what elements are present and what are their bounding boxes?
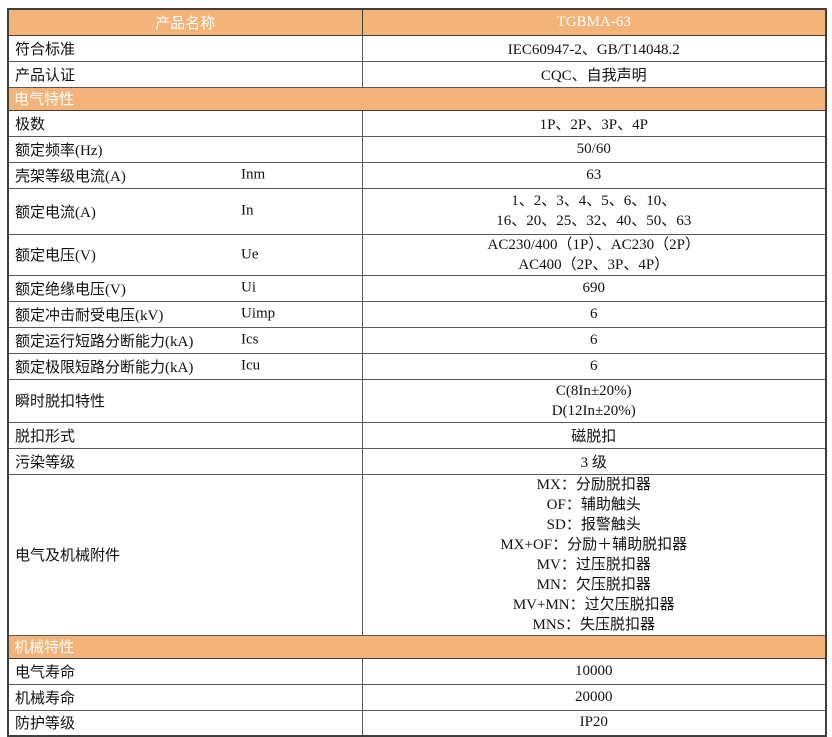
row-value: 690 xyxy=(361,274,827,302)
row-label: 污染等级 xyxy=(7,447,363,475)
row-value: 1、2、3、4、5、6、10、 16、20、25、32、40、50、63 xyxy=(361,187,827,235)
table-row-poles: 极数 1P、2P、3P、4P xyxy=(7,109,827,137)
symbol-inm: Inm xyxy=(241,166,266,183)
row-label: 脱扣形式 xyxy=(7,421,363,449)
row-value: MX：分励脱扣器 OF：辅助触头 SD：报警触头 MX+OF：分励＋辅助脱扣器 … xyxy=(361,473,827,636)
table-row-rated-voltage: 额定电压(V) Ue AC230/400（1P）、AC230（2P） AC400… xyxy=(7,233,827,276)
row-label: 瞬时脱扣特性 xyxy=(7,378,363,423)
row-value: C(8In±20%) D(12In±20%) xyxy=(361,378,827,423)
row-value: 1P、2P、3P、4P xyxy=(361,109,827,137)
table-row-trip-type: 脱扣形式 磁脱扣 xyxy=(7,421,827,449)
symbol-ue: Ue xyxy=(241,246,259,262)
section-title: 机械特性 xyxy=(7,634,827,659)
row-value: 10000 xyxy=(361,657,827,685)
row-label: 电气及机械附件 xyxy=(7,473,363,636)
section-title: 电气特性 xyxy=(7,86,827,111)
row-value: 50/60 xyxy=(361,135,827,163)
table-row-frame-current: 壳架等级电流(A) Inm 63 xyxy=(7,161,827,189)
table-row-insulation-voltage: 额定绝缘电压(V) Ui 690 xyxy=(7,274,827,302)
row-label: 额定极限短路分断能力(kA) Icu xyxy=(7,352,363,380)
row-value: 63 xyxy=(361,161,827,189)
row-label: 额定绝缘电压(V) Ui xyxy=(7,274,363,302)
row-label: 极数 xyxy=(7,109,363,137)
row-label: 产品认证 xyxy=(7,60,363,88)
row-value: CQC、自我声明 xyxy=(361,60,827,88)
row-label: 额定电压(V) Ue xyxy=(7,233,363,276)
row-label: 防护等级 xyxy=(7,709,363,737)
row-label: 电气寿命 xyxy=(7,657,363,685)
section-header-mechanical: 机械特性 xyxy=(7,634,827,659)
row-label: 额定频率(Hz) xyxy=(7,135,363,163)
row-value: 6 xyxy=(361,300,827,328)
section-header-electrical: 电气特性 xyxy=(7,86,827,111)
row-value: AC230/400（1P）、AC230（2P） AC400（2P、3P、4P） xyxy=(361,233,827,276)
row-label: 额定冲击耐受电压(kV) Uimp xyxy=(7,300,363,328)
table-row-instant-trip: 瞬时脱扣特性 C(8In±20%) D(12In±20%) xyxy=(7,378,827,423)
table-row-protection: 防护等级 IP20 xyxy=(7,709,827,737)
row-value: 20000 xyxy=(361,683,827,711)
row-label: 额定电流(A) In xyxy=(7,187,363,235)
row-value: 磁脱扣 xyxy=(361,421,827,449)
product-model-cell: TGBMA-63 xyxy=(361,8,827,36)
product-name-header-cell: 产品名称 xyxy=(7,8,363,36)
row-value: 6 xyxy=(361,326,827,354)
table-row-rated-current: 额定电流(A) In 1、2、3、4、5、6、10、 16、20、25、32、4… xyxy=(7,187,827,235)
row-value: IP20 xyxy=(361,709,827,737)
product-header-row: 产品名称 TGBMA-63 xyxy=(7,8,827,36)
row-label: 符合标准 xyxy=(7,34,363,62)
table-row-ics: 额定运行短路分断能力(kA) Ics 6 xyxy=(7,326,827,354)
row-label: 壳架等级电流(A) Inm xyxy=(7,161,363,189)
table-row-electrical-life: 电气寿命 10000 xyxy=(7,657,827,685)
table-row-frequency: 额定频率(Hz) 50/60 xyxy=(7,135,827,163)
table-row-standard: 符合标准 IEC60947-2、GB/T14048.2 xyxy=(7,34,827,62)
row-value: 6 xyxy=(361,352,827,380)
row-value: 3 级 xyxy=(361,447,827,475)
table-row-certification: 产品认证 CQC、自我声明 xyxy=(7,60,827,88)
symbol-icu: Icu xyxy=(241,357,261,374)
row-label: 额定运行短路分断能力(kA) Ics xyxy=(7,326,363,354)
table-row-pollution: 污染等级 3 级 xyxy=(7,447,827,475)
table-row-accessories: 电气及机械附件 MX：分励脱扣器 OF：辅助触头 SD：报警触头 MX+OF：分… xyxy=(7,473,827,636)
table-row-icu: 额定极限短路分断能力(kA) Icu 6 xyxy=(7,352,827,380)
table-row-mechanical-life: 机械寿命 20000 xyxy=(7,683,827,711)
symbol-in: In xyxy=(241,202,254,219)
row-label: 机械寿命 xyxy=(7,683,363,711)
symbol-ui: Ui xyxy=(241,279,256,296)
row-value: IEC60947-2、GB/T14048.2 xyxy=(361,34,827,62)
table-row-impulse-voltage: 额定冲击耐受电压(kV) Uimp 6 xyxy=(7,300,827,328)
symbol-ics: Ics xyxy=(241,331,259,348)
product-spec-table: 产品名称 TGBMA-63 符合标准 IEC60947-2、GB/T14048.… xyxy=(7,8,827,737)
symbol-uimp: Uimp xyxy=(241,305,276,322)
